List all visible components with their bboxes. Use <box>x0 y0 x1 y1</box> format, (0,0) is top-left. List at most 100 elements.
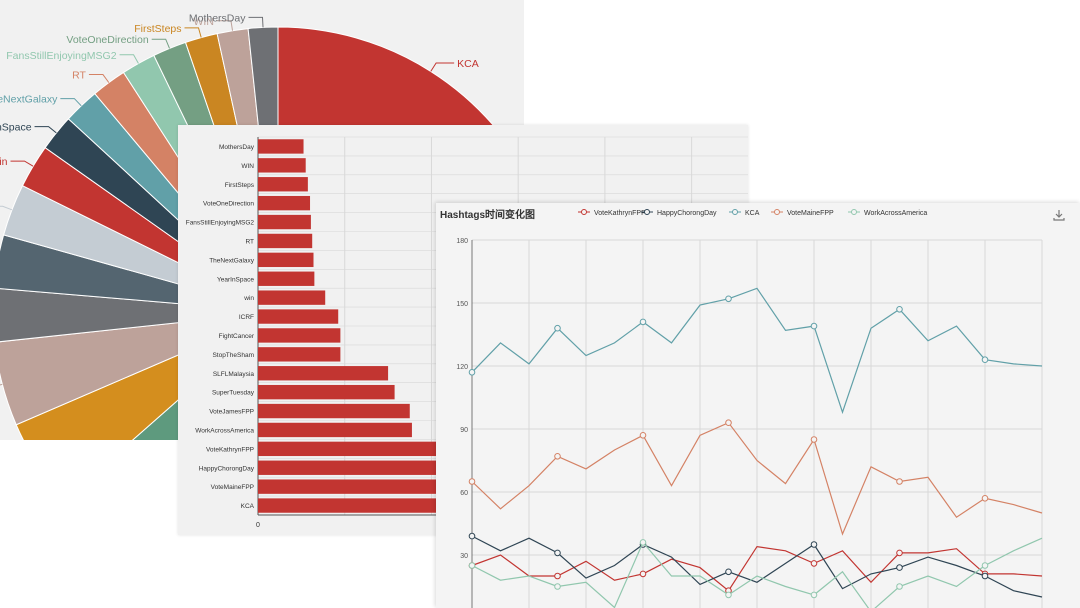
bar-category-label: VoteMaineFPP <box>211 484 254 491</box>
pie-label-line-win <box>216 20 234 31</box>
line-point-kca <box>981 356 989 363</box>
pie-label-yearinspace: YearInSpace <box>0 122 32 134</box>
line-point-happychorongday <box>981 572 989 580</box>
pie-label-thenextgalaxy: TheNextGalaxy <box>0 94 58 106</box>
legend-label-votemainefpp: VoteMaineFPP <box>787 210 834 217</box>
pie-label-line-fansstillenjoyingmsg2 <box>119 54 139 64</box>
line-point-workacrossamerica <box>810 591 818 599</box>
download-icon[interactable] <box>1052 208 1066 222</box>
pie-label-rt: RT <box>72 70 86 82</box>
line-point-workacrossamerica <box>896 583 903 590</box>
pie-label-line-firststeps <box>184 27 202 38</box>
legend-marker-kca <box>732 209 738 215</box>
line-point-votemainefpp <box>896 478 903 485</box>
bar-category-label: RT <box>245 238 254 245</box>
bar-category-label: FansStillEnjoyingMSG2 <box>186 220 255 227</box>
line-point-votekathrynfpp <box>810 560 818 567</box>
line-point-workacrossamerica <box>554 583 561 590</box>
line-chart-title: Hashtags时间变化图 <box>440 208 535 221</box>
line-point-votekathrynfpp <box>639 570 647 578</box>
line-y-tick-label: 60 <box>460 490 468 497</box>
pie-label-line-win <box>10 160 34 167</box>
bar-category-label: SuperTuesday <box>212 390 255 397</box>
line-point-kca <box>896 306 903 313</box>
legend-label-kca: KCA <box>745 210 760 217</box>
line-point-workacrossamerica <box>725 591 732 599</box>
line-point-kca <box>810 322 818 330</box>
bar-category-label: FightCancer <box>219 333 255 340</box>
line-y-tick-label: 90 <box>460 427 468 434</box>
legend-label-happychorongday: HappyChorongDay <box>657 210 717 217</box>
legend-label-workacrossamerica: WorkAcrossAmerica <box>864 210 927 217</box>
line-point-workacrossamerica <box>468 562 476 569</box>
bar-slflmalaysia <box>258 366 389 381</box>
bar-mothersday <box>258 139 304 154</box>
bar-category-label: VoteKathrynFPP <box>206 446 254 453</box>
bar-supertuesday <box>258 384 395 400</box>
line-point-happychorongday <box>468 532 476 540</box>
legend-label-votekathrynfpp: VoteKathrynFPP <box>594 210 646 217</box>
line-point-votekathrynfpp <box>896 549 903 557</box>
bar-category-label: FirstSteps <box>225 182 255 189</box>
bar-icrf <box>258 309 339 324</box>
pie-label-win: win <box>0 156 8 168</box>
bar-votekathrynfpp <box>258 441 477 457</box>
bar-fansstillenjoyingmsg2 <box>258 214 311 230</box>
bar-thenextgalaxy <box>258 252 314 268</box>
legend-marker-votemainefpp <box>774 209 780 215</box>
pie-label-firststeps: FirstSteps <box>134 23 181 35</box>
bar-category-label: SLFLMalaysia <box>213 371 255 378</box>
line-point-kca <box>639 318 647 326</box>
line-point-workacrossamerica <box>981 562 989 569</box>
bar-category-label: win <box>243 295 254 302</box>
bar-voteonedirection <box>258 195 311 211</box>
bar-category-label: WorkAcrossAmerica <box>195 427 254 434</box>
legend-marker-happychorongday <box>644 209 650 215</box>
line-y-tick-label: 30 <box>460 553 468 560</box>
legend-marker-workacrossamerica <box>851 209 857 215</box>
line-point-kca <box>725 295 732 303</box>
bar-category-label: WIN <box>241 163 254 170</box>
bar-votejamesfpp <box>258 403 410 419</box>
bar-workacrossamerica <box>258 422 412 438</box>
pie-label-line-yearinspace <box>34 126 57 134</box>
legend-marker-votekathrynfpp <box>581 209 587 215</box>
line-y-tick-label: 180 <box>456 238 468 245</box>
bar-category-label: ICRF <box>239 314 254 321</box>
bar-category-label: MothersDay <box>219 144 255 151</box>
pie-label-line-kca <box>430 62 455 72</box>
pie-label-line-voteonedirection <box>151 38 170 49</box>
line-point-votemainefpp <box>468 478 476 485</box>
line-series-happychorongday <box>471 535 1043 598</box>
line-point-workacrossamerica <box>639 539 647 546</box>
line-point-happychorongday <box>810 541 818 548</box>
pie-label-line-slflmalaysia <box>0 383 3 386</box>
line-point-happychorongday <box>554 549 561 557</box>
bar-category-label: TheNextGalaxy <box>209 257 255 264</box>
pie-label-line-thenextgalaxy <box>60 98 82 107</box>
pie-label-kca: KCA <box>457 58 479 70</box>
pie-label-win: WIN <box>194 16 214 28</box>
line-point-votemainefpp <box>810 436 818 443</box>
line-chart: Hashtags时间变化图 VoteKathrynFPP HappyChorong… <box>440 208 1043 608</box>
bar-category-label: StopTheSham <box>212 352 254 359</box>
bar-yearinspace <box>258 271 315 286</box>
line-point-kca <box>554 324 561 332</box>
bar-happychorongday <box>258 460 482 475</box>
line-y-tick-label: 150 <box>456 301 468 308</box>
bar-category-label: YearInSpace <box>217 276 254 283</box>
bar-win <box>258 290 326 305</box>
bar-category-label: HappyChorongDay <box>199 465 255 472</box>
line-y-tick-label: 120 <box>456 364 468 371</box>
line-point-votemainefpp <box>554 453 561 460</box>
pie-label-fansstillenjoyingmsg2: FansStillEnjoyingMSG2 <box>6 50 116 62</box>
pie-label-voteonedirection: VoteOneDirection <box>66 34 148 46</box>
line-series-workacrossamerica <box>471 537 1043 608</box>
bar-category-label: VoteJamesFPP <box>209 409 254 416</box>
pie-label-line-mothersday <box>248 16 264 28</box>
line-point-votemainefpp <box>725 419 732 426</box>
bar-firststeps <box>258 177 308 192</box>
pie-label-mothersday: MothersDay <box>189 12 246 24</box>
line-point-votemainefpp <box>981 495 989 502</box>
bar-category-label: VoteOneDirection <box>203 201 254 208</box>
